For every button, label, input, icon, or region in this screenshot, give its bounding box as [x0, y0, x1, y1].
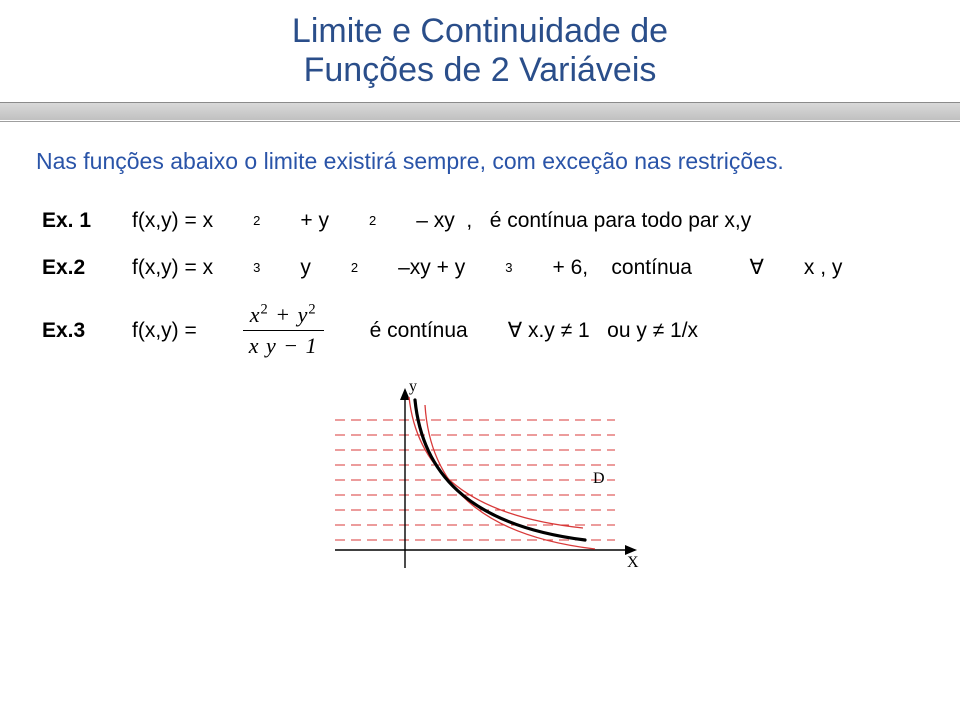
- examples-block: Ex. 1 f(x,y) = x2 + y2 – xy , é contínua…: [0, 185, 960, 359]
- example-2: Ex.2 f(x,y) = x3y2 –xy + y3 + 6, contínu…: [42, 255, 930, 280]
- intro-text: Nas funções abaixo o limite existirá sem…: [0, 121, 960, 185]
- svg-text:X: X: [627, 554, 639, 571]
- ex3-cond: ∀ x.y ≠ 1 ou y ≠ 1/x: [508, 318, 698, 343]
- ex3-lhs: f(x,y) =: [132, 319, 197, 343]
- page-title-line1: Limite e Continuidade de: [0, 12, 960, 51]
- ex1-label: Ex. 1: [42, 209, 104, 233]
- ex3-label: Ex.3: [42, 319, 104, 343]
- ex3-fraction: x2 + y2 x y − 1: [237, 302, 330, 359]
- ex3-frac-den: x y − 1: [243, 331, 324, 359]
- ex3-body: f(x,y) = x2 + y2 x y − 1 é contínua ∀ x.…: [132, 302, 698, 359]
- domain-plot-svg: y X D: [305, 375, 655, 580]
- page-title-block: Limite e Continuidade de Funções de 2 Va…: [0, 0, 960, 96]
- ex3-frac-num: x2 + y2: [243, 302, 324, 331]
- ex2-label: Ex.2: [42, 256, 104, 280]
- title-divider: [0, 102, 960, 121]
- example-1: Ex. 1 f(x,y) = x2 + y2 – xy , é contínua…: [42, 209, 930, 233]
- ex1-body: f(x,y) = x2 + y2 – xy , é contínua para …: [132, 209, 751, 233]
- ex2-body: f(x,y) = x3y2 –xy + y3 + 6, contínua ∀ x…: [132, 255, 842, 280]
- example-3: Ex.3 f(x,y) = x2 + y2 x y − 1 é contínua…: [42, 302, 930, 359]
- ex3-cont: é contínua: [370, 319, 468, 343]
- page-title-line2: Funções de 2 Variáveis: [0, 51, 960, 90]
- svg-text:y: y: [409, 378, 417, 395]
- figure-domain-plot: y X D: [0, 375, 960, 585]
- svg-text:D: D: [593, 470, 605, 487]
